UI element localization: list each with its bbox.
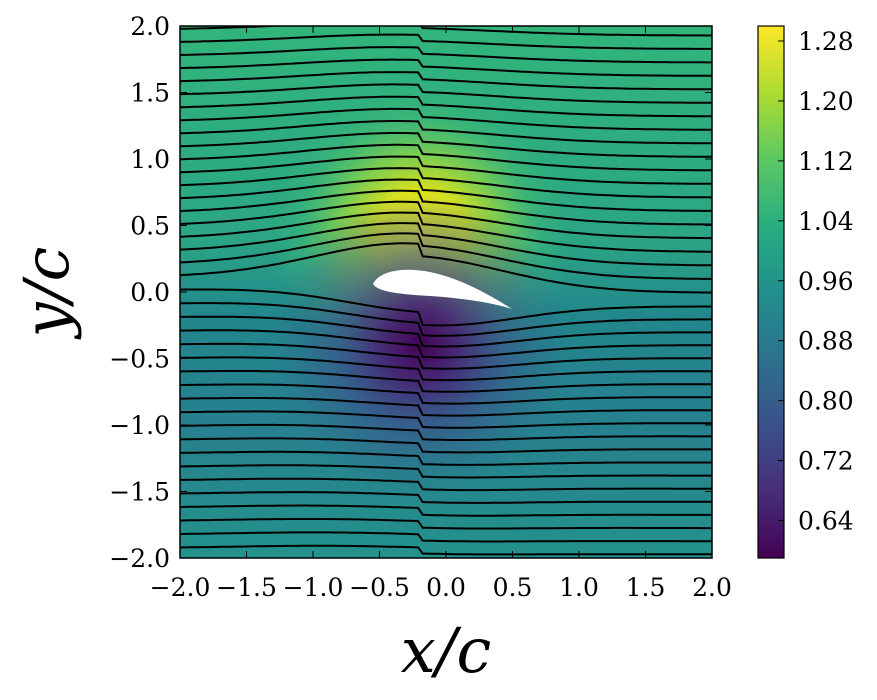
x-tick-label: 1.5 bbox=[626, 573, 666, 602]
streamline bbox=[180, 531, 712, 543]
streamline bbox=[180, 491, 712, 504]
streamline bbox=[180, 450, 712, 466]
streamline bbox=[180, 71, 712, 91]
y-tick-label: 0.5 bbox=[130, 212, 170, 241]
y-tick-label: −1.0 bbox=[109, 411, 170, 440]
streamline bbox=[180, 132, 712, 158]
streamline bbox=[180, 33, 712, 50]
colorbar-tick-label: 0.88 bbox=[798, 327, 854, 356]
x-tick-label: −1.5 bbox=[216, 573, 277, 602]
plot-area bbox=[180, 26, 712, 558]
streamline bbox=[180, 369, 712, 393]
streamline bbox=[180, 423, 712, 441]
streamline bbox=[180, 477, 712, 492]
streamline bbox=[180, 83, 712, 104]
colorbar-tick-label: 1.20 bbox=[798, 87, 854, 116]
streamline bbox=[180, 518, 712, 530]
colorbar-tick-label: 1.04 bbox=[798, 207, 854, 236]
streamline bbox=[180, 329, 712, 359]
colorbar-tick-label: 0.64 bbox=[798, 507, 854, 536]
y-tick-label: 1.5 bbox=[130, 79, 170, 108]
colorbar-ticks: 0.64 0.72 0.80 0.88 0.96 1.04 1.12 1.20 1.28 bbox=[778, 27, 854, 536]
x-tick-label: −0.5 bbox=[349, 573, 410, 602]
streamline bbox=[180, 211, 712, 253]
streamline bbox=[180, 178, 712, 212]
colorbar-tick-label: 0.96 bbox=[798, 267, 854, 296]
colorbar-tick-label: 1.12 bbox=[798, 147, 854, 176]
colorbar-tick-label: 0.72 bbox=[798, 447, 854, 476]
x-tick-label: 2.0 bbox=[692, 573, 732, 602]
streamline bbox=[180, 232, 712, 280]
streamline bbox=[180, 167, 712, 199]
streamline bbox=[180, 315, 712, 348]
streamline bbox=[180, 46, 712, 64]
airfoil-shape bbox=[373, 269, 512, 309]
streamline bbox=[180, 95, 712, 118]
streamline bbox=[180, 383, 712, 405]
y-tick-label: 0.0 bbox=[130, 278, 170, 307]
x-axis-ticks: −2.0 −1.5 −1.0 −0.5 0.0 0.5 1.0 1.5 2.0 bbox=[150, 26, 732, 602]
streamline bbox=[180, 437, 712, 454]
streamline bbox=[180, 410, 712, 429]
streamline bbox=[180, 397, 712, 417]
streamline bbox=[180, 143, 712, 172]
streamline bbox=[180, 242, 712, 294]
streamline bbox=[180, 504, 712, 517]
colorbar-tick-label: 0.80 bbox=[798, 387, 854, 416]
x-tick-label: −1.0 bbox=[283, 573, 344, 602]
streamline bbox=[180, 342, 712, 370]
streamline bbox=[180, 200, 712, 240]
streamline bbox=[180, 222, 712, 267]
streamlines bbox=[180, 26, 712, 556]
y-tick-label: −2.0 bbox=[109, 544, 170, 573]
streamline bbox=[180, 464, 712, 479]
y-tick-label: −0.5 bbox=[109, 345, 170, 374]
streamline bbox=[180, 356, 712, 382]
streamline bbox=[180, 155, 712, 185]
y-tick-label: 1.0 bbox=[130, 145, 170, 174]
streamline bbox=[180, 107, 712, 131]
colorbar bbox=[757, 25, 785, 559]
y-axis-label: y/c bbox=[10, 247, 83, 341]
y-tick-label: 2.0 bbox=[130, 12, 170, 41]
streamline bbox=[180, 58, 712, 77]
y-axis-ticks: −2.0 −1.5 −1.0 −0.5 0.0 0.5 1.0 1.5 2.0 bbox=[109, 12, 712, 573]
x-tick-label: 0.5 bbox=[493, 573, 533, 602]
x-tick-label: 0.0 bbox=[426, 573, 466, 602]
streamline bbox=[180, 120, 712, 145]
streamline bbox=[180, 189, 712, 226]
y-tick-label: −1.5 bbox=[109, 478, 170, 507]
x-tick-label: −2.0 bbox=[150, 573, 211, 602]
colorbar-tick-label: 1.28 bbox=[798, 27, 854, 56]
x-axis-label: x/c bbox=[401, 614, 492, 687]
streamline bbox=[180, 288, 712, 327]
streamline bbox=[180, 302, 712, 337]
x-tick-label: 1.0 bbox=[559, 573, 599, 602]
